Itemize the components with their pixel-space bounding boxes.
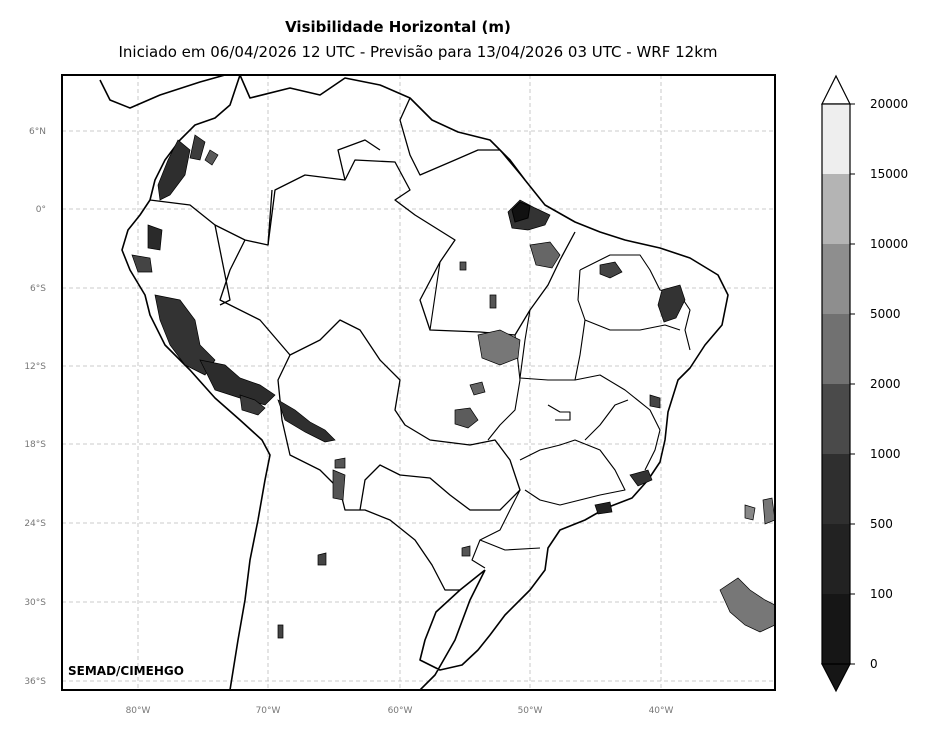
map-frame <box>61 74 776 691</box>
longitude-tick-labels: 80°W 70°W 60°W 50°W 40°W <box>126 706 674 716</box>
lat-tick-label: 30°S <box>24 598 46 608</box>
lat-tick-label: 24°S <box>24 519 46 529</box>
colorbar-label: 0 <box>870 657 878 671</box>
country-borders <box>149 97 576 591</box>
lon-tick-label: 60°W <box>388 706 413 716</box>
gridlines <box>62 75 775 690</box>
colorbar-band <box>822 594 850 664</box>
colorbar-label: 10000 <box>870 237 908 251</box>
colorbar-band <box>822 384 850 454</box>
colorbar-bottom-extension <box>821 663 851 693</box>
lat-tick-label: 6°S <box>30 284 46 294</box>
colorbar-band <box>822 174 850 244</box>
colorbar-label: 1000 <box>870 447 901 461</box>
low-visibility-areas <box>131 134 775 639</box>
colorbar-band <box>822 524 850 594</box>
latitude-tick-labels: 6°N 0° 6°S 12°S 18°S 24°S 30°S 36°S <box>24 127 46 687</box>
lat-tick-label: 18°S <box>24 440 46 450</box>
map-subtitle: Iniciado em 06/04/2026 12 UTC - Previsão… <box>118 43 718 61</box>
lon-tick-label: 70°W <box>256 706 281 716</box>
colorbar-band <box>822 244 850 314</box>
colorbar-label: 15000 <box>870 167 908 181</box>
colorbar-band <box>822 454 850 524</box>
credit-label: SEMAD/CIMEHGO <box>68 664 184 678</box>
colorbar: 20000 15000 10000 5000 2000 1000 500 100… <box>821 74 908 693</box>
map-title: Visibilidade Horizontal (m) <box>285 18 511 36</box>
lat-tick-label: 36°S <box>24 677 46 687</box>
lat-tick-label: 12°S <box>24 362 46 372</box>
lon-tick-label: 50°W <box>518 706 543 716</box>
colorbar-label: 5000 <box>870 307 901 321</box>
colorbar-band <box>822 104 850 174</box>
colorbar-label: 100 <box>870 587 893 601</box>
colorbar-band <box>822 314 850 384</box>
lon-tick-label: 40°W <box>649 706 674 716</box>
north-coast-islands <box>511 201 531 223</box>
south-america-coastline <box>99 75 729 690</box>
colorbar-label: 20000 <box>870 97 908 111</box>
state-borders <box>429 254 691 569</box>
colorbar-label: 500 <box>870 517 893 531</box>
lat-tick-label: 6°N <box>29 127 46 137</box>
lon-tick-label: 80°W <box>126 706 151 716</box>
colorbar-top-extension <box>821 74 851 105</box>
colorbar-label: 2000 <box>870 377 901 391</box>
lat-tick-label: 0° <box>36 205 46 215</box>
